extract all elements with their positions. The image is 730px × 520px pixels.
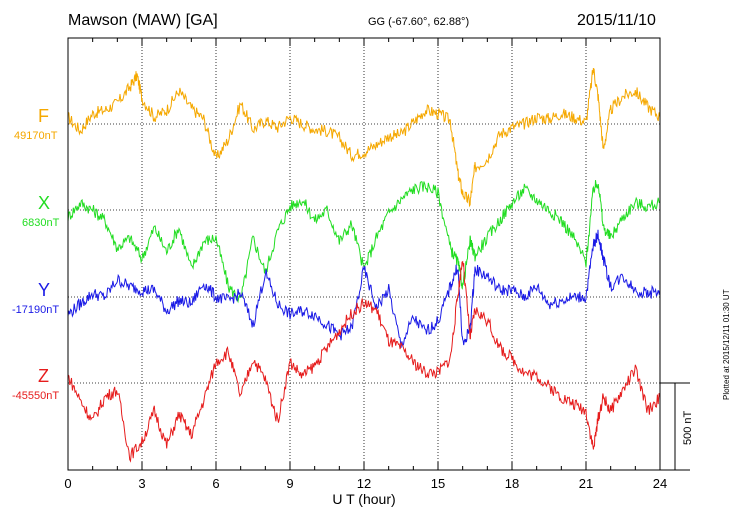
baseline-value-f: 49170nT — [14, 130, 58, 142]
scale-bar-label: 500 nT — [682, 410, 694, 445]
series-line-z — [67, 260, 661, 463]
x-tick-label-0: 0 — [64, 476, 71, 491]
x-tick-label-21: 21 — [579, 476, 593, 491]
baseline-value-x: 6830nT — [22, 217, 60, 229]
x-axis-label: U T (hour) — [332, 491, 395, 507]
baseline-value-y: -17190nT — [12, 304, 60, 316]
component-label-y: Y — [38, 280, 51, 300]
x-tick-label-12: 12 — [357, 476, 371, 491]
x-tick-label-24: 24 — [653, 476, 667, 491]
series-line-f — [67, 67, 661, 208]
plotted-timestamp: Plotted at 2015/12/11 01:30 UT — [722, 289, 730, 400]
x-ticks: 0 3 6 9 12 15 18 21 24 — [64, 38, 667, 491]
grid-lines — [68, 38, 660, 470]
coordinates-label: GG (-67.60°, 62.88°) — [368, 16, 470, 28]
x-tick-label-3: 3 — [138, 476, 145, 491]
x-tick-label-18: 18 — [505, 476, 519, 491]
series-line-x — [67, 180, 661, 304]
component-label-x: X — [38, 193, 51, 213]
baseline-value-z: -45550nT — [12, 390, 60, 402]
x-tick-label-9: 9 — [286, 476, 293, 491]
scale-bar: 500 nT — [660, 382, 694, 471]
x-tick-label-15: 15 — [431, 476, 445, 491]
series-line-y — [67, 229, 661, 348]
x-tick-label-6: 6 — [212, 476, 219, 491]
station-title: Mawson (MAW) [GA] — [68, 12, 218, 29]
date-label: 2015/11/10 — [577, 12, 656, 29]
series-layer — [67, 67, 661, 463]
component-label-f: F — [38, 106, 49, 126]
component-label-z: Z — [38, 366, 49, 386]
